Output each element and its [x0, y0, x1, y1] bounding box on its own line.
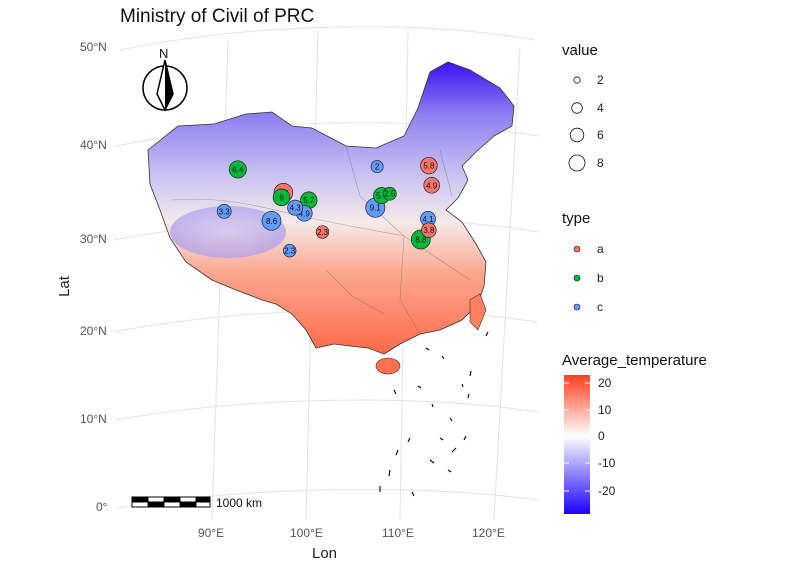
point-marker: [315, 225, 330, 239]
point-marker: [382, 186, 397, 201]
legend-type-label: b: [597, 271, 604, 285]
point-label: 3.3: [219, 207, 231, 216]
legend-temp-label: 10: [598, 403, 612, 417]
colorbar-ticks: [564, 382, 590, 492]
point-label: 4.9: [299, 209, 311, 218]
lon-tick: 100°E: [290, 526, 323, 540]
data-point: 2.3: [315, 225, 330, 239]
legend-temp-label: -20: [598, 484, 616, 498]
point-label: 5.4: [376, 192, 388, 201]
north-arrow-icon: [142, 59, 188, 112]
point-marker: [421, 222, 437, 238]
legend-type-label: a: [597, 242, 604, 256]
point-label: 2.3: [284, 247, 296, 256]
legend-value-label: 6: [597, 128, 604, 142]
point-marker: [287, 199, 304, 216]
point-marker: [216, 204, 232, 219]
legend-value-title: value: [562, 42, 598, 59]
point-label: 3.8: [423, 226, 435, 235]
point-label: 4.1: [422, 215, 434, 224]
point-label: 6.4: [232, 165, 244, 174]
legend-temp-label: 20: [598, 376, 612, 390]
lon-tick: 110°E: [382, 526, 414, 540]
point-label: 5.8: [423, 162, 435, 171]
lat-tick: 0°: [96, 500, 108, 514]
data-point: 3.8: [421, 222, 437, 238]
point-label: 8.8: [415, 236, 427, 245]
point-label: 9.1: [370, 204, 382, 213]
china-map: [147, 61, 515, 497]
legend-value-label: 4: [597, 101, 604, 115]
point-label: 2.3: [317, 228, 329, 237]
y-axis-label: Lat: [55, 276, 73, 297]
legend-type-title: type: [562, 210, 591, 227]
data-point: 6.4: [228, 160, 247, 179]
data-point: 3.3: [216, 204, 232, 219]
scale-label: 1000 km: [216, 496, 263, 510]
lat-tick: 30°N: [80, 232, 107, 246]
data-point: 2: [370, 160, 384, 174]
data-point: 2.3: [283, 244, 297, 258]
point-label: 2: [375, 163, 380, 172]
lat-tick: 20°N: [80, 324, 107, 338]
point-label: 4.9: [426, 181, 438, 190]
lon-tick: 120°E: [472, 526, 505, 540]
lat-tick: 10°N: [80, 412, 107, 426]
lat-tick: 40°N: [80, 138, 107, 152]
temperature-colorbar: [564, 375, 590, 514]
legend-type-label: c: [597, 300, 603, 314]
legend-value-symbols: [568, 76, 586, 172]
legend-type-symbols: [573, 245, 581, 311]
legend-temp-label: 0: [598, 429, 605, 443]
data-point: 5.8: [420, 156, 438, 175]
north-label: N: [159, 46, 168, 61]
legend-temp-label: -10: [598, 456, 616, 470]
x-axis-label: Lon: [312, 545, 338, 562]
data-point: 4.3: [287, 199, 304, 216]
data-point: 5.7: [300, 191, 318, 209]
point-marker: [272, 188, 291, 207]
data-point: 8.6: [261, 210, 282, 231]
point-marker: [423, 177, 440, 194]
legend-value-label: 8: [597, 156, 604, 170]
chart-title: Ministry of Civil of PRC: [120, 6, 315, 27]
lon-tick: 90°E: [198, 526, 225, 540]
data-point: 2.5: [382, 186, 397, 201]
scale-bar: [131, 496, 211, 508]
point-label: 2.5: [384, 190, 396, 199]
point-label: 6: [279, 193, 284, 202]
legend-value-label: 2: [597, 73, 604, 87]
data-points: 9.18.88.68.56.465.85.75.44.94.94.34.13.8…: [216, 156, 440, 258]
point-marker: [283, 244, 297, 258]
point-label: 8.6: [266, 217, 278, 226]
data-point: 4.1: [420, 211, 436, 227]
point-marker: [228, 160, 247, 179]
point-marker: [420, 156, 438, 175]
legend-temp-title: Average_temperature: [562, 352, 707, 369]
point-label: 5.7: [303, 196, 315, 205]
data-point: 6: [272, 188, 291, 207]
point-label: 4.3: [290, 204, 302, 213]
lat-tick: 50°N: [80, 40, 107, 54]
point-marker: [370, 160, 384, 174]
point-marker: [261, 210, 282, 231]
data-point: 4.9: [423, 177, 440, 194]
